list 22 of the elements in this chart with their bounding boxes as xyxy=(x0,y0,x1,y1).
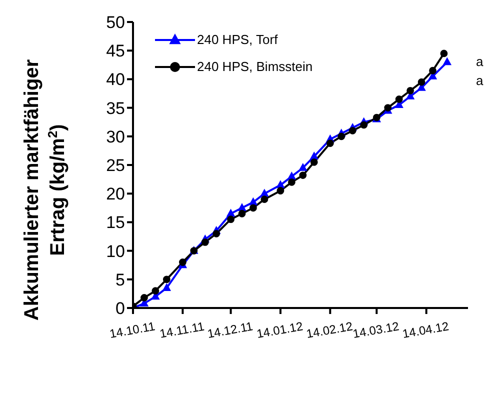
y-tick-label: 20 xyxy=(106,184,125,204)
y-tick-label: 5 xyxy=(116,270,125,290)
x-tick-label: 14.10.11 xyxy=(108,319,156,341)
x-tick-label: 14.11.11 xyxy=(158,319,206,341)
text: a xyxy=(476,72,484,90)
x-tick-label: 14.12.11 xyxy=(206,319,254,341)
text: a xyxy=(476,53,484,71)
y-tick-label: 25 xyxy=(106,156,125,176)
y-tick-label: 35 xyxy=(106,98,125,118)
y-tick-label: 30 xyxy=(106,127,125,146)
y-tick-label: 10 xyxy=(106,242,125,261)
legend-label: 240 HPS, Torf xyxy=(197,32,278,47)
y-tick-label: 50 xyxy=(106,13,125,32)
legend-label: 240 HPS, Bimsstein xyxy=(197,59,313,74)
x-tick-label: 14.01.12 xyxy=(256,319,304,342)
x-tick-label: 14.02.12 xyxy=(305,319,354,342)
y-tick-label: 0 xyxy=(116,299,125,318)
x-tick-label: 14.04.12 xyxy=(401,319,450,342)
y-tick-label: 15 xyxy=(106,213,125,232)
x-tick-label: 14.03.12 xyxy=(352,319,400,342)
y-tick-label: 40 xyxy=(106,70,125,90)
y-tick-label: 45 xyxy=(106,42,125,61)
